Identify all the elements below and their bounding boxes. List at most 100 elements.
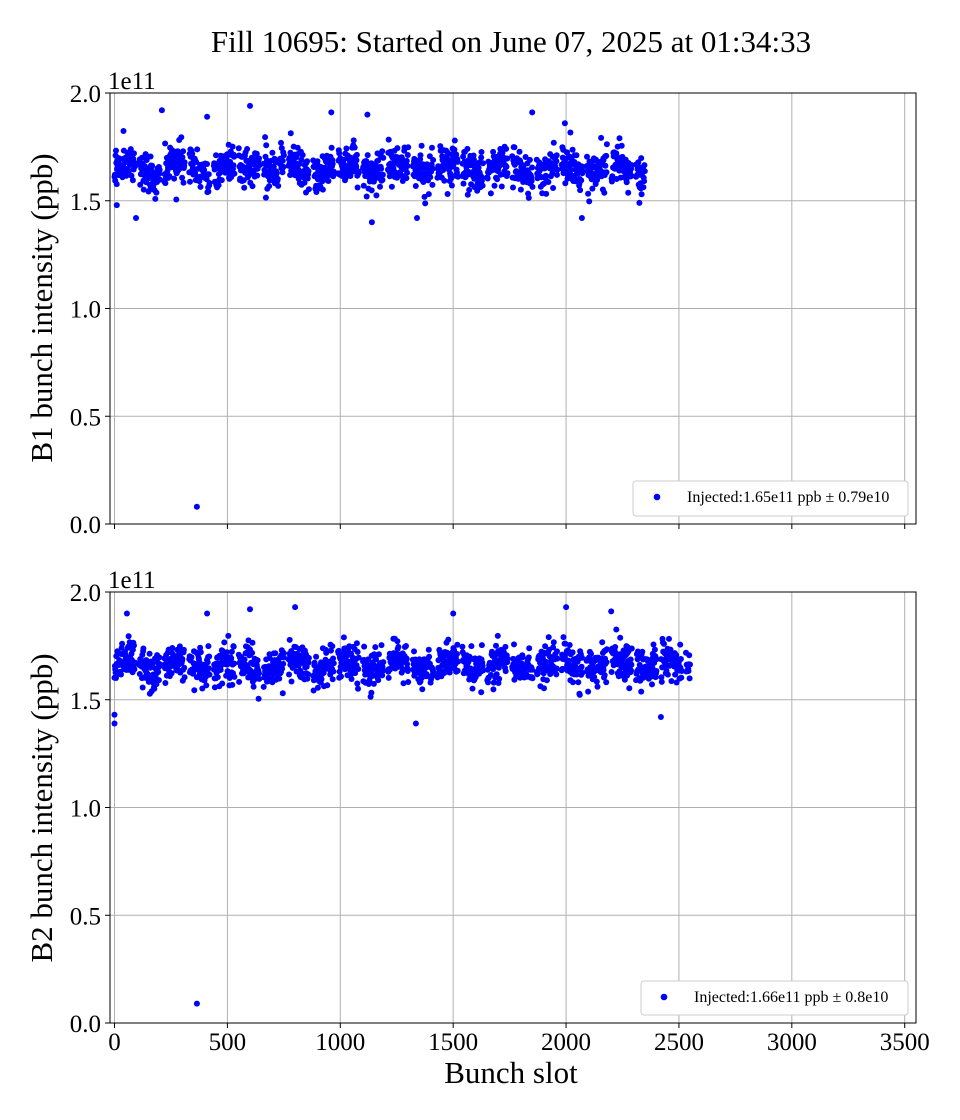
data-point-b1 [625,189,632,196]
data-point-b1 [528,177,535,184]
data-point-b1 [343,145,350,152]
data-point-b1 [511,144,518,151]
data-point-b2 [229,681,236,688]
data-point-b2 [329,643,336,650]
y-multiplier-b2: 1e11 [108,567,156,594]
data-point-b1 [274,175,281,182]
data-point-b2 [542,643,549,650]
data-point-b2 [686,675,693,682]
ticks-b1: 0.0 0.5 1.0 1.5 2.0 [70,81,906,539]
data-point-b2 [667,646,674,653]
data-point-b1 [385,136,392,143]
data-point-b2 [119,640,126,647]
data-point-b1 [568,166,575,173]
data-point-b1 [516,148,523,155]
points-b1 [111,102,648,510]
data-point-b2 [241,656,248,663]
data-point-b2 [143,657,150,664]
data-point-b1 [635,159,642,166]
data-point-b2 [550,644,557,651]
data-point-b2 [151,685,158,692]
data-point-b1 [229,143,236,150]
data-point-b1 [578,215,585,221]
data-point-b2 [254,657,261,664]
data-point-b1 [498,183,505,190]
data-point-b1 [504,155,511,162]
data-point-b2 [330,655,337,662]
data-point-b2 [673,652,680,659]
data-point-b2 [404,668,411,674]
data-point-b1 [301,179,308,186]
data-point-b2 [454,667,461,674]
data-point-b2 [628,661,635,668]
data-point-b1 [638,191,645,198]
data-point-b2 [305,655,312,661]
y-tick-label-b2: 2.0 [70,580,101,607]
data-point-b2 [550,639,557,646]
data-point-b2 [256,675,263,682]
data-point-b2 [478,642,485,649]
data-point-b2 [454,651,460,657]
data-point-b2 [601,672,608,679]
data-point-b2 [375,651,382,658]
data-point-b2 [280,654,287,661]
data-point-b1 [287,130,294,137]
data-point-b2 [336,668,343,675]
data-point-b1 [510,184,516,191]
data-point-b2 [653,668,660,674]
data-point-b2 [659,664,666,671]
data-point-b1 [193,503,200,510]
data-point-b1 [460,153,467,160]
data-point-b2 [314,684,321,691]
data-point-b2 [298,669,305,676]
data-point-b1 [564,149,571,156]
data-point-b2 [603,679,610,686]
data-point-b1 [437,143,444,150]
data-point-b1 [162,180,169,187]
x-tick-label-b2: 1000 [315,1029,365,1056]
data-point-b1 [278,139,284,146]
data-point-b1 [577,187,584,194]
data-point-b1 [451,137,458,144]
data-point-b1 [354,184,361,191]
data-point-b1 [253,150,260,157]
data-point-b2 [534,670,541,677]
data-point-b2 [543,677,550,684]
data-point-b1 [180,148,187,155]
data-point-b2 [490,679,497,686]
data-point-b2 [375,677,382,684]
data-point-b1 [299,152,306,158]
data-point-b1 [166,173,173,180]
data-point-b2 [569,649,576,656]
y-axis-label-b2: B2 bunch intensity (ppb) [24,653,59,962]
data-point-b2 [304,675,311,682]
data-point-b1 [623,179,630,186]
data-point-b2 [288,678,295,685]
data-point-b1 [417,152,424,159]
data-point-b2 [480,667,486,674]
data-point-b1 [181,159,188,166]
data-point-b1 [350,137,357,144]
data-point-b2 [379,667,386,674]
data-point-b1 [262,134,269,141]
data-point-b2 [146,650,153,657]
data-point-b2 [217,666,224,673]
data-point-b2 [479,662,486,669]
data-point-b2 [123,610,130,617]
data-point-b2 [205,643,212,650]
data-point-b2 [305,659,312,666]
data-point-b2 [286,636,293,643]
data-point-b2 [657,714,664,720]
data-point-b1 [305,168,312,175]
data-point-b2 [279,665,286,672]
data-point-b1 [464,145,471,152]
data-point-b1 [192,170,199,177]
data-point-b1 [598,134,605,141]
data-point-b1 [149,162,156,169]
data-point-b2 [485,679,491,686]
data-point-b1 [636,199,643,206]
data-point-b1 [304,158,311,165]
data-point-b1 [205,188,212,195]
data-point-b2 [578,663,585,670]
data-point-b1 [545,179,552,185]
